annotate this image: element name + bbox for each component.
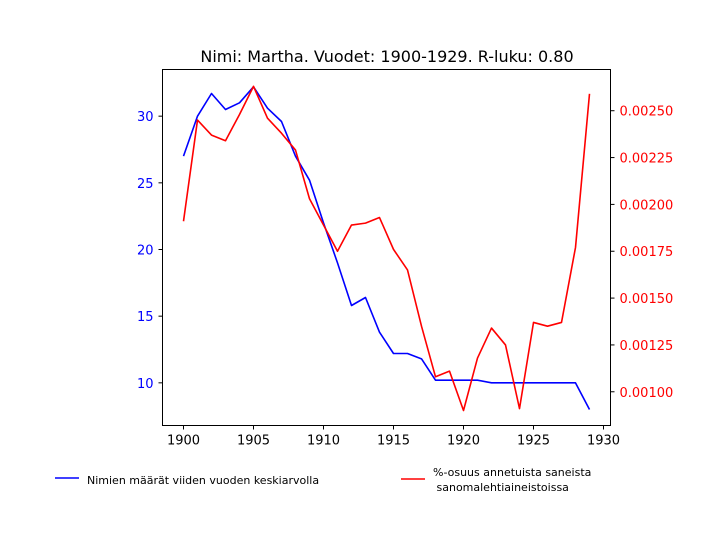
y-right-tick-label: 0.00125 (620, 339, 674, 354)
y-right-tick-label: 0.00250 (620, 105, 674, 120)
chart-title: Nimi: Martha. Vuodet: 1900-1929. R-luku:… (200, 47, 573, 66)
x-tick-label: 1920 (447, 434, 480, 449)
y-right-tick-label: 0.00225 (620, 152, 674, 167)
y-right-tick-label: 0.00150 (620, 292, 674, 307)
y-left-tick-label: 30 (137, 110, 154, 125)
series-line-left (182, 86, 591, 410)
x-tick-label: 1930 (587, 434, 620, 449)
plot-frame (162, 69, 611, 426)
legend-label-right-series: %-osuus annetuista saneista sanomalehtia… (433, 466, 591, 494)
x-tick-label: 1915 (377, 434, 410, 449)
y-left-tick-label: 20 (137, 244, 154, 259)
y-right-tick-label: 0.00200 (620, 198, 674, 213)
x-tick-label: 1925 (517, 434, 550, 449)
x-tick-label: 1910 (307, 434, 340, 449)
legend-label-left-series: Nimien määrät viiden vuoden keskiarvolla (87, 474, 319, 487)
y-left-tick-label: 25 (137, 177, 154, 192)
y-left-tick-label: 10 (137, 377, 154, 392)
y-right-tick-label: 0.00175 (620, 245, 674, 260)
y-right-tick-label: 0.00100 (620, 386, 674, 401)
x-tick-label: 1900 (167, 434, 200, 449)
x-tick-label: 1905 (237, 434, 270, 449)
series-line-right (182, 85, 591, 412)
y-left-tick-label: 15 (137, 310, 154, 325)
